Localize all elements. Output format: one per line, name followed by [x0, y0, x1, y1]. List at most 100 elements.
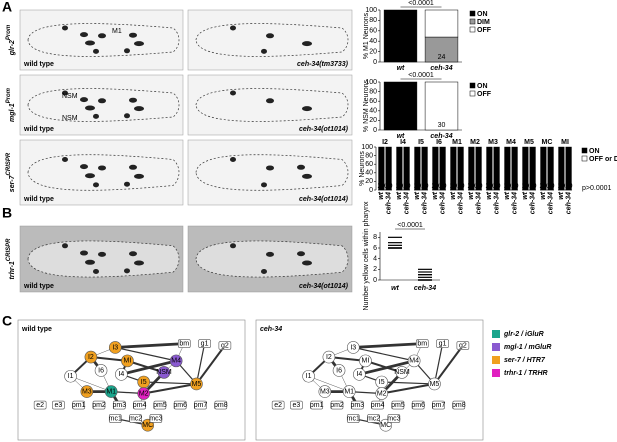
node-label: mc1 [109, 415, 122, 422]
cell [124, 181, 130, 187]
image-label: ceh-34(ot1014) [299, 126, 349, 133]
bar-segment [468, 146, 475, 191]
y-tick-label: 60 [365, 161, 373, 168]
synapse [433, 343, 444, 385]
cell-node [351, 400, 364, 410]
n-label: 10 [529, 183, 537, 190]
y-tick-label: 20 [369, 117, 377, 124]
bar-segment [424, 36, 459, 63]
cell-node [198, 339, 211, 348]
cell [98, 33, 106, 39]
neuron-node [115, 368, 128, 381]
y-tick-label: 4 [373, 256, 377, 263]
synapse [115, 346, 177, 362]
node-label: pm6 [173, 402, 187, 409]
node-label: g1 [439, 340, 447, 347]
cell [62, 25, 68, 31]
x-tick-label: ceh-34 [430, 65, 452, 72]
x-tick-label: ceh-34 [439, 192, 446, 214]
gene-sup: CRISPR [6, 152, 12, 175]
cell-node [367, 414, 380, 423]
synapse [143, 381, 197, 385]
bar-segment [403, 146, 410, 191]
legend-swatch [469, 18, 476, 25]
y-tick-label: 0 [369, 187, 373, 194]
cell-node [113, 400, 126, 410]
cell-node [290, 400, 303, 410]
node-label: g2 [459, 342, 467, 349]
synapse [70, 376, 112, 392]
row-label: mgl-1Prom [6, 87, 16, 122]
cell [98, 165, 106, 171]
node-label: M2 [139, 390, 149, 397]
y-tick-label: 40 [369, 108, 377, 115]
group-label: I2 [382, 139, 388, 146]
y-tick-label: 40 [369, 38, 377, 45]
cell-node [177, 339, 191, 348]
cell [266, 98, 274, 104]
y-tick-label: 0 [373, 59, 377, 66]
worm-outline [27, 23, 180, 57]
group-label: MI [561, 139, 569, 146]
synapse [381, 381, 435, 385]
cell [261, 182, 267, 188]
legend-label: ON [589, 148, 600, 155]
y-tick-label: 40 [365, 170, 373, 177]
node-label: MC [142, 422, 153, 429]
x-tick-label: ceh-34 [493, 192, 500, 214]
micrograph [187, 9, 353, 71]
legend-label: OFF or DIM [589, 156, 617, 163]
legend-swatch [492, 369, 500, 377]
node-label: pm5 [391, 402, 405, 409]
y-tick-label: 8 [373, 234, 377, 241]
x-tick-label: ceh-34 [421, 192, 428, 214]
n-label: 10 [421, 183, 429, 190]
node-label: I6 [98, 367, 104, 374]
n-label: 20 [493, 183, 501, 190]
cell [124, 268, 130, 274]
neuron-node [64, 369, 77, 383]
y-axis-label: Number yellow cells within pharynx [363, 201, 370, 310]
node-label: pm1 [310, 402, 324, 409]
legend-swatch [469, 26, 476, 33]
legend-swatch [492, 356, 500, 364]
node-label: M4 [171, 358, 181, 365]
cell-node [411, 400, 425, 410]
node-label: NSM [156, 369, 172, 376]
y-axis-label: % NSM Neurons [363, 79, 370, 132]
y-axis-label: % Neurons [359, 151, 366, 186]
row-label: trhr-1CRISPR [6, 238, 16, 280]
network-title: wild type [21, 326, 52, 333]
micrograph [19, 74, 184, 136]
cell [134, 41, 144, 47]
bar-segment [432, 146, 439, 191]
neuron-node [428, 377, 441, 391]
bar-segment [378, 146, 385, 191]
n-label: 20 [439, 183, 447, 190]
node-label: pm2 [92, 402, 106, 409]
bar-segment [424, 9, 459, 38]
group-label: M4 [506, 139, 516, 146]
group-label: I6 [436, 139, 442, 146]
x-tick-label: ceh-34 [385, 192, 392, 214]
node-label: M3 [82, 388, 92, 395]
cell [129, 251, 137, 257]
node-label: e2 [36, 402, 44, 409]
node-label: MI [362, 358, 370, 365]
y-tick-label: 20 [365, 178, 373, 185]
node-label: M5 [192, 381, 202, 388]
neuron-node [302, 369, 315, 383]
synapse [433, 344, 464, 385]
bar-segment [457, 146, 464, 191]
micrograph [187, 139, 353, 206]
x-tick-label: ceh-34 [403, 192, 410, 214]
y-tick-label: 2 [373, 266, 377, 273]
legend-label: ser-7 / HTR7 [504, 357, 546, 364]
cell-node [452, 400, 466, 410]
cell [93, 269, 99, 275]
cell [302, 260, 312, 266]
cell [230, 90, 236, 96]
y-tick-label: 80 [365, 152, 373, 159]
y-axis-label: % M1 Neurons [363, 12, 370, 59]
row-label: ser-7CRISPR [6, 152, 16, 192]
